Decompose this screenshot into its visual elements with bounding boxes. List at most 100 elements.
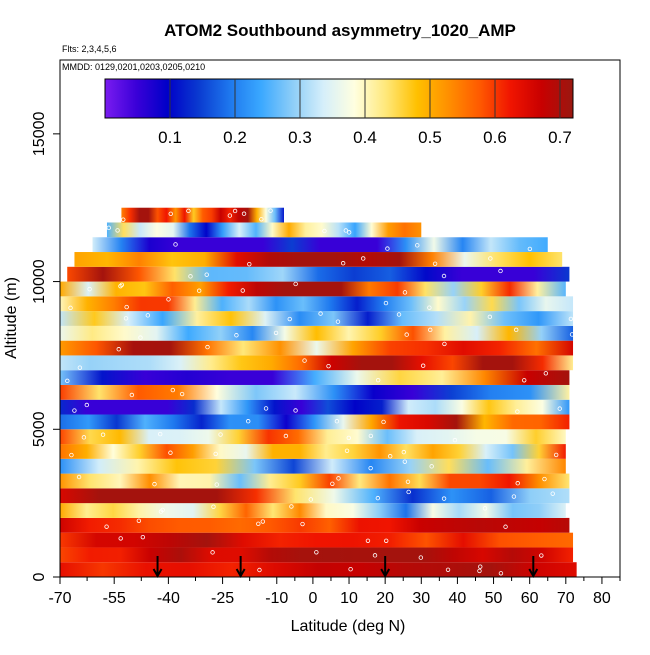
x-tick-label: 50: [485, 590, 503, 607]
sample-point: [300, 521, 305, 527]
sample-point: [293, 408, 298, 413]
x-tick-label: 20: [376, 590, 394, 607]
heat-layer: [60, 547, 574, 563]
y-tick-label: 5000: [31, 411, 48, 447]
sample-point: [344, 448, 350, 454]
x-tick-label: 10: [340, 590, 358, 607]
sample-point: [368, 465, 373, 471]
sample-point: [69, 452, 74, 458]
heat-layer: [60, 399, 570, 415]
sample-point: [77, 365, 83, 370]
sample-point: [119, 282, 125, 288]
sample-point: [330, 481, 335, 486]
sample-point: [498, 268, 503, 274]
sample-point: [375, 377, 381, 383]
x-tick-label: 0: [308, 590, 317, 607]
x-tick-label: 40: [449, 590, 467, 607]
heat-layer: [74, 252, 563, 267]
heat-layer: [60, 532, 574, 548]
sample-point: [106, 225, 111, 231]
sample-point: [415, 243, 420, 248]
sample-point: [302, 358, 307, 363]
sample-point: [527, 246, 533, 252]
sample-point: [488, 256, 493, 261]
sample-point: [287, 316, 292, 322]
sample-point: [179, 391, 185, 397]
sample-point: [405, 479, 411, 485]
sample-point: [539, 553, 544, 558]
heat-layer: [60, 355, 574, 371]
sample-point: [104, 524, 109, 529]
y-axis: 0 5000 10000 15000: [31, 112, 60, 581]
sample-point: [241, 211, 247, 216]
sample-point: [211, 504, 216, 509]
sample-point: [406, 489, 411, 495]
sample-point: [158, 509, 164, 514]
sample-point: [268, 208, 273, 213]
heat-layer: [60, 296, 574, 312]
arrow-head: [152, 568, 163, 579]
colorbar: 0.1 0.2 0.3 0.4 0.5 0.6 0.7: [104, 78, 574, 147]
x-tick-label: 80: [593, 590, 611, 607]
sample-point: [522, 378, 527, 383]
sample-point: [340, 261, 346, 266]
sample-point: [314, 550, 319, 555]
sample-point: [170, 387, 176, 393]
heat-layer: [60, 340, 574, 356]
sample-point: [441, 273, 447, 279]
heat-layer: [60, 444, 566, 459]
heatmap-layers: [60, 207, 577, 577]
sample-point: [432, 261, 438, 266]
heat-layer: [60, 562, 577, 577]
flights-subtitle: Flts: 2,3,4,5,6: [62, 44, 117, 54]
sample-point: [210, 550, 215, 555]
sample-point: [346, 435, 352, 441]
sample-point: [247, 261, 252, 267]
sample-point: [227, 213, 233, 218]
sample-point: [441, 496, 447, 501]
sample-point: [442, 341, 447, 347]
sample-point: [361, 256, 366, 261]
heat-layer: [67, 266, 570, 282]
arrow-head: [380, 568, 391, 579]
sample-point: [487, 314, 493, 320]
sample-point: [404, 332, 409, 337]
sample-point: [152, 481, 157, 487]
sample-point: [65, 378, 70, 384]
heat-layer: [60, 370, 570, 385]
sample-point: [118, 536, 123, 541]
sample-point: [482, 506, 488, 511]
sample-point: [157, 431, 163, 437]
heat-layer: [60, 429, 566, 445]
sample-point: [196, 288, 202, 293]
sample-point: [218, 432, 223, 437]
sample-point: [213, 451, 218, 457]
sample-point: [118, 283, 123, 289]
sample-point: [326, 363, 331, 369]
sample-point: [396, 312, 402, 317]
dates-subtitle: MMDD: 0129,0201,0203,0205,0210: [62, 62, 205, 72]
y-tick-label: 15000: [31, 112, 48, 157]
colorbar-fill: [104, 78, 574, 119]
sample-point: [136, 518, 142, 524]
arrow-head: [235, 568, 246, 579]
sample-point: [124, 304, 129, 310]
sample-point: [550, 491, 555, 496]
heat-layer: [60, 473, 570, 489]
sample-point: [263, 406, 269, 411]
sample-point: [214, 482, 219, 487]
colorbar-tick-label: 0.3: [288, 128, 312, 147]
heat-layer: [60, 384, 570, 400]
sample-point: [68, 305, 73, 311]
sample-point: [116, 347, 121, 352]
sample-point: [477, 568, 482, 574]
y-tick-label: 0: [31, 572, 48, 581]
plot-frame: [59, 59, 621, 578]
colorbar-tick-label: 0.2: [223, 128, 247, 147]
sample-point: [569, 332, 575, 337]
sample-point: [81, 435, 87, 440]
heat-layer: [60, 414, 570, 430]
sample-point: [188, 274, 193, 279]
